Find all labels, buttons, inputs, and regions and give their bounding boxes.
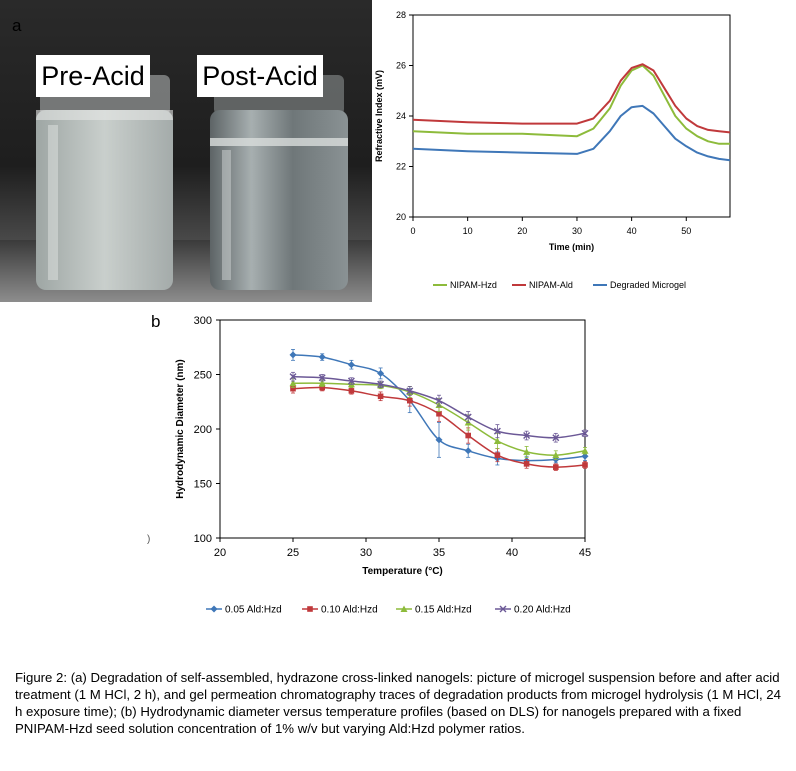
data-point [318, 374, 326, 382]
data-point [318, 379, 326, 387]
data-point [290, 385, 296, 392]
series-line [412, 63, 731, 134]
post-acid-vial [210, 75, 348, 290]
data-point [377, 380, 385, 388]
y-tick-label: 250 [194, 370, 212, 382]
data-point [347, 361, 355, 369]
data-point [348, 388, 355, 394]
legend-label: Degraded Microgel [610, 280, 686, 290]
series-line [412, 104, 731, 162]
data-point [289, 379, 297, 387]
legend-label: 0.05 Ald:Hzd [225, 605, 282, 616]
data-point [552, 434, 560, 442]
data-point [582, 462, 588, 468]
figure-caption: Figure 2: (a) Degradation of self-assemb… [15, 670, 781, 736]
data-point [523, 448, 531, 455]
data-point [581, 452, 589, 460]
x-axis-label: Temperature (°C) [362, 566, 443, 577]
pre-acid-vial [36, 75, 173, 290]
panel-a-letter: a [12, 16, 22, 35]
data-point [347, 377, 355, 385]
pre-acid-label: Pre-Acid [36, 55, 150, 97]
data-point [435, 397, 443, 405]
data-point [400, 605, 408, 612]
y-tick-label: 26 [396, 61, 406, 71]
data-point [289, 351, 297, 359]
x-tick-label: 30 [572, 226, 582, 236]
y-axis-label: Hydrodynamic Diameter (nm) [175, 359, 186, 498]
data-point [319, 384, 325, 391]
data-point [552, 451, 560, 459]
legend-label: 0.10 Ald:Hzd [321, 605, 378, 616]
y-tick-label: 300 [194, 315, 212, 327]
data-point [307, 606, 313, 612]
x-tick-label: 20 [517, 226, 527, 236]
data-point [493, 437, 501, 444]
y-axis-label: Refractive Index (mV) [374, 70, 384, 162]
y-tick-label: 20 [396, 212, 406, 222]
data-point [523, 432, 531, 440]
data-point [406, 387, 414, 395]
x-tick-label: 20 [214, 547, 226, 559]
x-tick-label: 45 [579, 547, 591, 559]
legend-label: NIPAM-Hzd [450, 280, 497, 290]
y-tick-label: 28 [396, 10, 406, 20]
x-tick-label: 50 [681, 226, 691, 236]
x-tick-label: 10 [463, 226, 473, 236]
data-point [464, 447, 472, 455]
data-point [435, 436, 443, 444]
data-point [553, 464, 559, 470]
data-point [499, 605, 507, 613]
legend-label: 0.20 Ald:Hzd [514, 605, 571, 616]
y-tick-label: 200 [194, 424, 212, 436]
y-tick-label: 24 [396, 111, 406, 121]
data-point [407, 397, 413, 404]
data-point [436, 410, 442, 417]
data-point [493, 427, 501, 435]
y-tick-label: 22 [396, 162, 406, 172]
legend-label: 0.15 Ald:Hzd [415, 605, 472, 616]
x-tick-label: 25 [287, 547, 299, 559]
plot-frame [219, 319, 586, 539]
data-point [377, 393, 384, 400]
y-tick-label: 150 [194, 479, 212, 491]
x-tick-label: 0 [410, 226, 415, 236]
x-tick-label: 40 [506, 547, 518, 559]
data-point [377, 369, 385, 377]
y-tick-label: 100 [194, 533, 212, 545]
data-point [464, 413, 472, 421]
panel-b-letter: b [151, 312, 161, 331]
x-axis-label: Time (min) [549, 242, 594, 252]
x-tick-label: 40 [627, 226, 637, 236]
post-acid-label: Post-Acid [197, 55, 323, 97]
legend-label: NIPAM-Ald [529, 280, 573, 290]
vials-illustration [0, 75, 372, 302]
x-tick-label: 35 [433, 547, 445, 559]
plot-frame [412, 14, 731, 218]
diameter-chart: 20 25 30 35 40 45 100 150 200 250 300 Temperature (… [175, 315, 591, 616]
data-point [318, 353, 326, 361]
data-point [210, 605, 218, 613]
data-point [523, 461, 530, 467]
data-point [581, 429, 589, 437]
series-line [412, 64, 730, 145]
gpc-chart: 0 10 20 30 40 50 20 22 24 26 28 Time (min) Refractiv… [374, 10, 731, 290]
data-point [289, 373, 297, 381]
data-point [465, 432, 471, 439]
x-tick-label: 30 [360, 547, 372, 559]
stray-mark: ) [147, 534, 151, 545]
data-point [581, 447, 589, 454]
data-point [494, 452, 501, 458]
vials-photo: Pre-Acid Post-Acid [0, 0, 372, 302]
